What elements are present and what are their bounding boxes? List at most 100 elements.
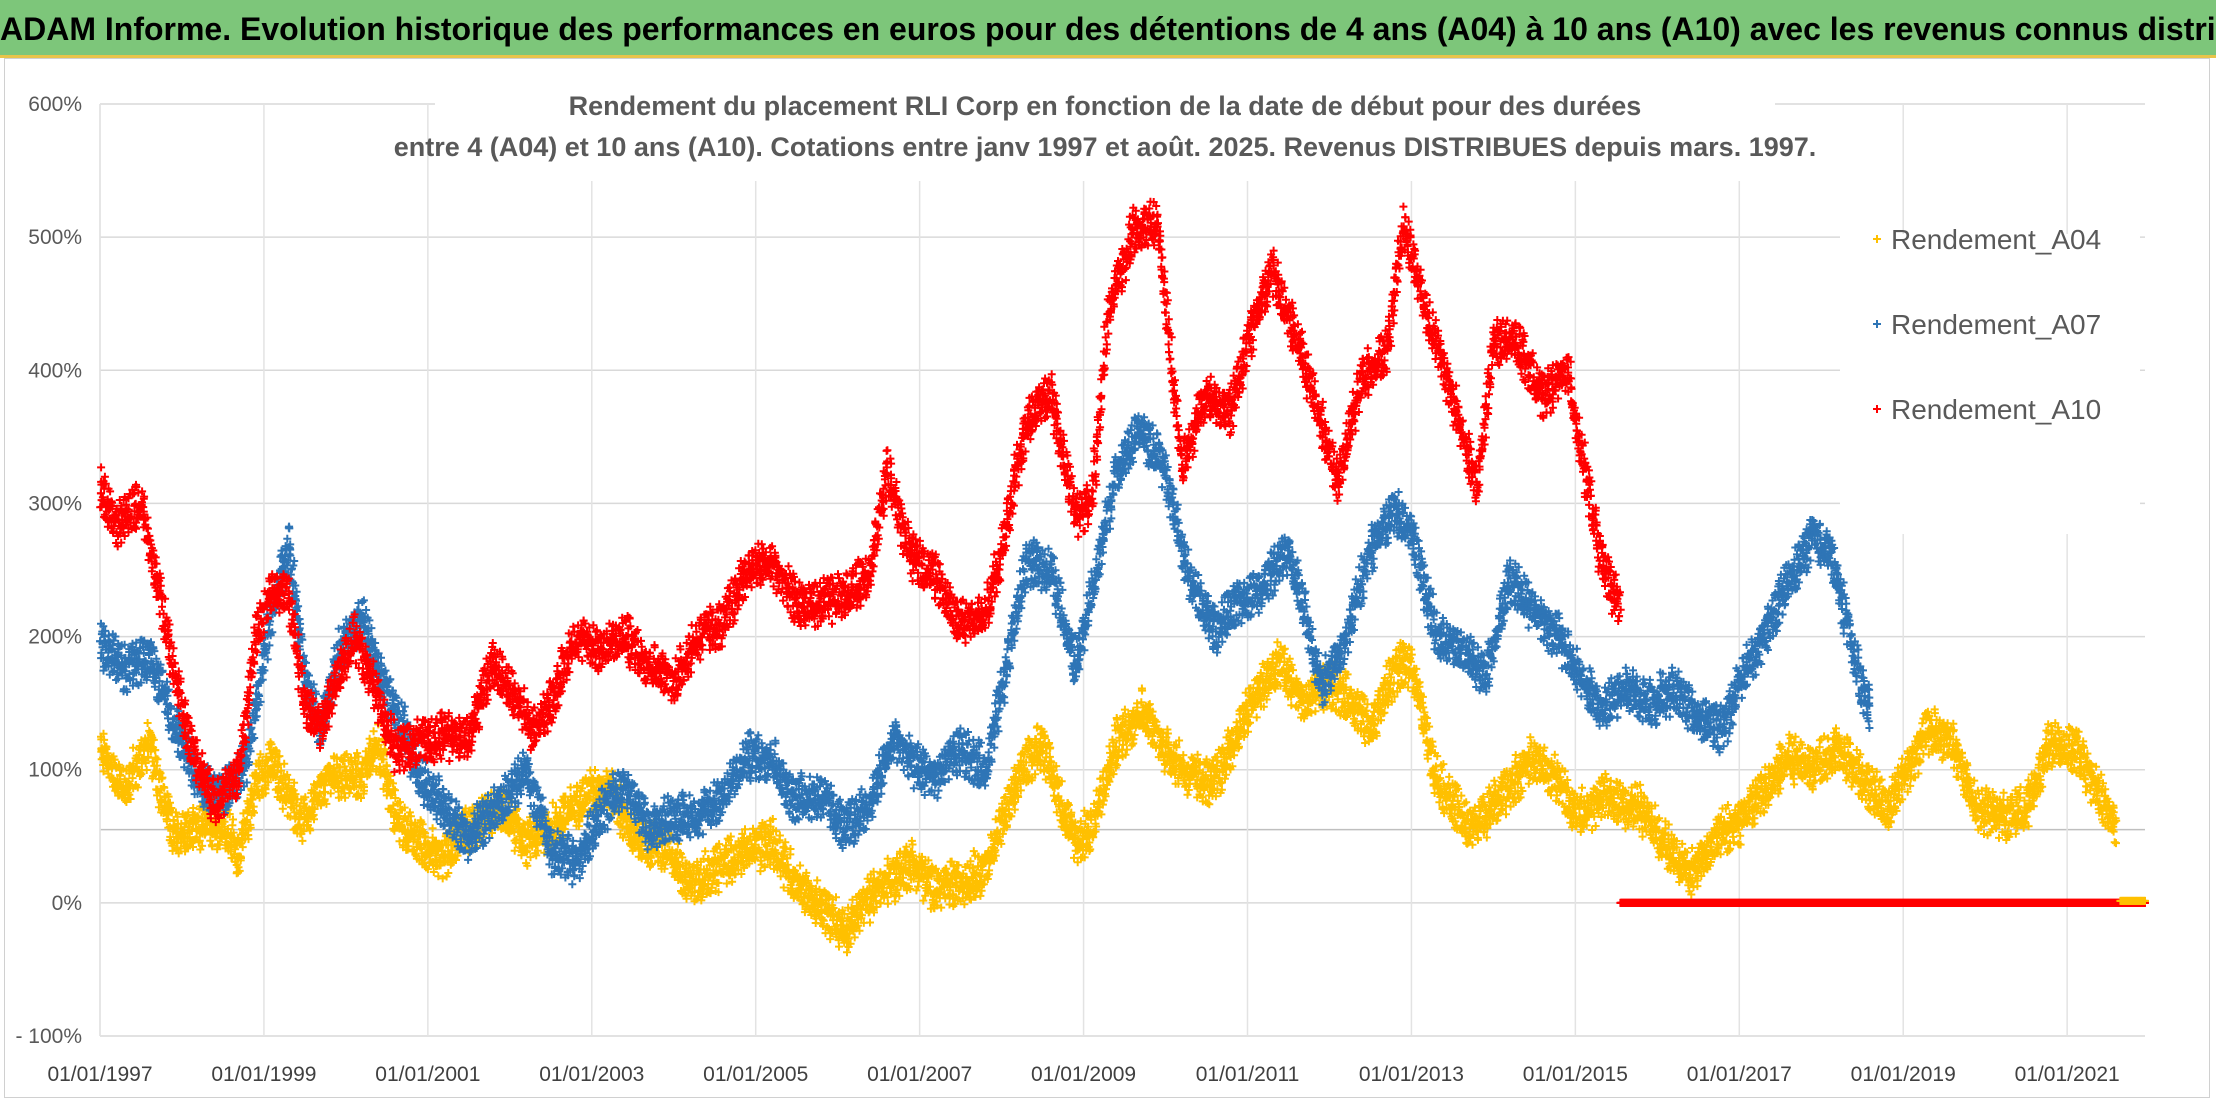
data-point	[231, 845, 240, 854]
data-point	[866, 918, 874, 927]
data-point	[166, 798, 174, 807]
y-tick-label: 0%	[52, 892, 82, 915]
y-tick-label: 300%	[28, 492, 82, 515]
data-point	[1163, 729, 1172, 738]
data-point	[223, 825, 232, 833]
data-point	[301, 793, 310, 802]
data-point	[141, 759, 150, 767]
data-point	[701, 847, 710, 856]
data-point	[246, 820, 255, 829]
data-point	[280, 759, 289, 768]
data-point	[256, 750, 265, 759]
data-point	[171, 808, 180, 817]
data-point	[153, 755, 162, 764]
data-point	[277, 766, 286, 775]
data-point	[271, 773, 280, 781]
data-point	[206, 836, 215, 845]
data-point	[160, 783, 169, 792]
grid-lines	[99, 103, 2145, 1037]
data-point	[315, 789, 324, 798]
data-point	[164, 792, 173, 801]
data-point	[213, 845, 222, 854]
data-point	[261, 789, 270, 798]
data-point	[168, 846, 177, 855]
report-title: ADAM Informe. Evolution historique des p…	[0, 11, 2216, 47]
x-tick-label: 01/01/2015	[1523, 1063, 1628, 1086]
report-banner: ADAM Informe. Evolution historique des p…	[0, 0, 2216, 58]
y-tick-label: - 100%	[15, 1025, 82, 1048]
data-point	[200, 830, 209, 839]
data-point	[298, 836, 307, 845]
data-point	[156, 769, 165, 778]
y-tick-label: 200%	[28, 626, 82, 649]
data-point	[143, 719, 152, 727]
data-point	[252, 782, 261, 791]
data-point	[796, 861, 805, 870]
data-point	[149, 735, 158, 744]
y-axis-labels: - 100%0%100%200%300%400%500%600%	[15, 93, 82, 1048]
x-axis-labels: 01/01/1997 01/01/1999 01/01/2001 01/01/2003…	[47, 1063, 2119, 1086]
data-point	[341, 793, 350, 802]
x-tick-label: 01/01/2009	[1031, 1063, 1136, 1086]
x-tick-label: 01/01/2001	[375, 1063, 480, 1086]
data-point	[133, 783, 142, 792]
data-point	[1203, 799, 1212, 808]
data-point	[1524, 779, 1533, 788]
data-point	[173, 812, 182, 821]
data-point	[310, 805, 319, 813]
data-point	[104, 769, 113, 778]
data-point	[116, 770, 125, 779]
x-tick-label: 01/01/1997	[47, 1063, 152, 1086]
data-point	[1578, 783, 1586, 792]
data-point	[1638, 832, 1647, 841]
data-point	[1287, 701, 1296, 710]
x-tick-label: 01/01/2021	[2015, 1063, 2120, 1086]
data-point	[1526, 733, 1535, 742]
x-tick-label: 01/01/2019	[1851, 1063, 1956, 1086]
y-tick-label: 500%	[28, 226, 82, 249]
data-point	[813, 876, 822, 885]
data-point	[1311, 707, 1320, 716]
data-point	[428, 824, 437, 833]
data-point	[158, 773, 167, 782]
chart-frame: - 100% 0% 100% 200% 300% 400% 500% 600% 01/01/1…	[4, 58, 2210, 1098]
data-point	[229, 828, 238, 837]
data-point	[248, 795, 257, 804]
data-point	[162, 817, 171, 826]
data-point	[1122, 745, 1131, 754]
y-tick-label: 400%	[28, 359, 82, 382]
x-tick-label: 01/01/2013	[1359, 1063, 1464, 1086]
data-point	[321, 787, 329, 796]
y-tick-label: 600%	[28, 93, 82, 116]
data-points	[96, 197, 2149, 957]
data-point	[306, 826, 315, 835]
data-point	[285, 775, 293, 784]
series-Rendement_A04	[97, 638, 2121, 957]
data-point	[242, 815, 251, 824]
data-point	[234, 863, 243, 872]
data-point	[235, 866, 244, 875]
data-point	[238, 843, 247, 852]
data-point	[272, 747, 281, 756]
data-point	[228, 821, 237, 830]
data-point	[322, 799, 331, 808]
data-point	[129, 743, 138, 752]
data-point	[195, 836, 204, 845]
data-point	[102, 742, 111, 751]
data-point	[1183, 790, 1192, 799]
data-point	[756, 867, 765, 876]
data-point	[189, 843, 197, 851]
data-point	[310, 815, 318, 824]
data-point	[215, 840, 224, 849]
data-point	[194, 813, 203, 822]
data-point	[275, 752, 284, 761]
data-point	[142, 766, 151, 774]
data-point	[850, 933, 859, 942]
data-point	[969, 847, 978, 856]
data-point	[126, 795, 135, 803]
data-point	[128, 774, 137, 783]
data-point	[278, 804, 287, 813]
x-tick-label: 01/01/2003	[539, 1063, 644, 1086]
data-point	[174, 849, 183, 858]
data-point	[255, 776, 264, 785]
